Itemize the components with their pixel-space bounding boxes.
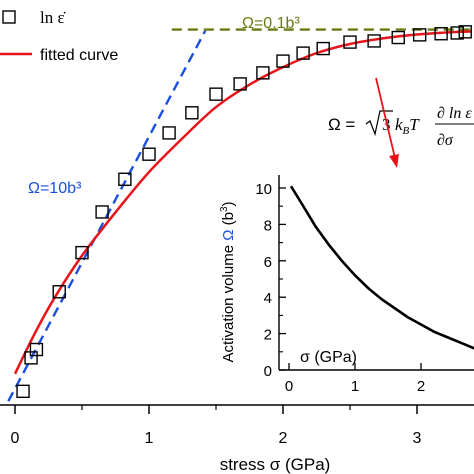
inset-x-label: σ (GPa) bbox=[300, 349, 357, 366]
data-point bbox=[75, 245, 89, 260]
data-point bbox=[142, 147, 156, 161]
data-point bbox=[458, 25, 472, 39]
inset-y-label-text: Activation volume bbox=[220, 241, 237, 363]
data-point bbox=[316, 41, 330, 56]
inset-x-tick-label: 2 bbox=[417, 378, 425, 395]
formula-lhs: Ω = bbox=[328, 115, 355, 134]
inset-x-tick-label: 1 bbox=[351, 378, 359, 395]
data-point bbox=[450, 26, 464, 40]
inset-y-tick-label: 10 bbox=[255, 181, 272, 198]
inset-y-tick-label: 2 bbox=[264, 327, 272, 344]
inset-y-label: Activation volume Ω (b3) bbox=[219, 201, 237, 362]
data-point bbox=[276, 54, 290, 68]
main-x-ticks: 0 1 2 3 bbox=[11, 405, 422, 447]
main-x-label: stress σ (GPa) bbox=[220, 455, 331, 474]
data-point bbox=[233, 77, 247, 91]
data-point bbox=[16, 384, 30, 399]
series-line bbox=[7, 30, 207, 402]
inset-y-tick-label: 0 bbox=[264, 363, 272, 380]
inset-y-label-omega: Ω bbox=[220, 230, 237, 241]
arrow-shaft bbox=[375, 77, 396, 159]
arrow-head bbox=[389, 154, 399, 168]
data-point bbox=[296, 46, 310, 60]
inset-y-label-unit: (b bbox=[220, 212, 237, 230]
inset-y-ticks: 0 2 4 6 8 10 bbox=[255, 181, 286, 380]
inset-y-tick-label: 4 bbox=[264, 290, 272, 307]
data-point bbox=[256, 66, 270, 80]
fitted-curve bbox=[13, 30, 471, 375]
main-x-tick-label: 3 bbox=[413, 430, 422, 447]
data-point bbox=[162, 126, 176, 140]
arrow bbox=[375, 77, 399, 168]
inset-y-tick-label: 8 bbox=[264, 217, 272, 234]
data-point bbox=[95, 205, 109, 219]
legend-label-ln-epsilon: ln ε̇ bbox=[40, 8, 66, 27]
formula: Ω = 3 kBT ∂ ln ε̇ ∂σ bbox=[328, 105, 474, 149]
inset-plot: 0 2 4 6 8 10 0 1 2 Activation volume Ω (b3) σ (… bbox=[219, 172, 474, 395]
formula-denominator: ∂σ bbox=[437, 132, 454, 149]
formula-numerator: ∂ ln ε̇ bbox=[437, 105, 474, 122]
inset-y-tick-label: 6 bbox=[264, 254, 272, 271]
data-point bbox=[412, 28, 427, 42]
data-point bbox=[29, 342, 44, 357]
annotation-omega-large: Ω=10b³ bbox=[28, 180, 82, 197]
main-x-tick-label: 0 bbox=[11, 430, 20, 447]
legend: ln ε̇ fitted curve bbox=[0, 8, 118, 64]
main-x-tick-label: 2 bbox=[279, 430, 288, 447]
annotation-omega-small: Ω=0.1b³ bbox=[242, 15, 300, 32]
data-point bbox=[209, 87, 223, 101]
legend-marker-square bbox=[2, 10, 16, 24]
inset-x-tick-label: 0 bbox=[285, 378, 293, 395]
legend-label-fitted-curve: fitted curve bbox=[40, 47, 118, 64]
data-point bbox=[434, 27, 448, 41]
inset-omega-curve bbox=[289, 185, 474, 350]
main-plot: 0 1 2 3 stress σ (GPa) ln ε̇ fitted curve Ω… bbox=[0, 8, 474, 474]
main-series bbox=[7, 25, 472, 402]
data-point bbox=[343, 35, 357, 49]
inset-y-label-close: ) bbox=[220, 201, 237, 206]
inset-x-ticks: 0 1 2 bbox=[285, 363, 425, 395]
data-point bbox=[52, 285, 66, 299]
main-x-tick-label: 1 bbox=[145, 430, 154, 447]
inset-y-label-sup: 3 bbox=[219, 206, 230, 212]
formula-kb: kBT bbox=[395, 115, 420, 137]
data-point bbox=[367, 34, 381, 48]
data-point bbox=[118, 172, 132, 186]
data-point bbox=[391, 30, 405, 45]
data-point bbox=[185, 106, 199, 120]
